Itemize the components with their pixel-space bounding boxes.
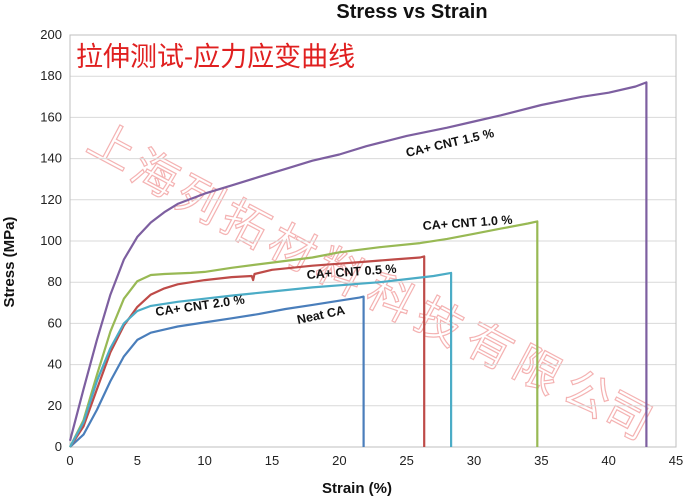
series-line-ca-cnt-0-5 — [69, 255, 426, 448]
x-axis-label: Strain (%) — [322, 480, 392, 497]
y-tick-label: 80 — [48, 274, 62, 289]
x-tick-label: 35 — [534, 453, 548, 468]
y-tick-label: 40 — [48, 357, 62, 372]
series-line-ca-cnt-1-0 — [69, 220, 539, 448]
x-tick-label: 10 — [197, 453, 211, 468]
x-tick-label: 5 — [134, 453, 141, 468]
y-tick-label: 60 — [48, 315, 62, 330]
y-tick-label: 20 — [48, 398, 62, 413]
x-tick-label: 20 — [332, 453, 346, 468]
y-tick-label: 120 — [40, 192, 62, 207]
chinese-annotation: 拉伸测试-应力应变曲线 — [76, 42, 355, 73]
series-label: CA+ CNT 2.0 % — [154, 293, 245, 319]
series-line-ca-cnt-2-0 — [69, 271, 453, 448]
series-label: CA+ CNT 1.0 % — [422, 213, 513, 233]
y-axis-label: Stress (MPa) — [1, 217, 18, 308]
y-tick-label: 100 — [40, 233, 62, 248]
plot-area — [69, 34, 677, 448]
y-tick-label: 200 — [40, 27, 62, 42]
y-tick-label: 140 — [40, 151, 62, 166]
y-tick-label: 0 — [55, 439, 62, 454]
x-tick-label: 0 — [66, 453, 73, 468]
x-tick-label: 30 — [467, 453, 481, 468]
axis-ticks: 0 5 10 15 20 25 30 35 40 45 0 20 40 60 80 100 120 140 160 1… — [40, 27, 683, 468]
chart-title: Stress vs Strain — [336, 1, 487, 23]
series-label: CA+ CNT 0.5 % — [306, 262, 397, 282]
y-tick-label: 180 — [40, 68, 62, 83]
x-tick-label: 15 — [265, 453, 279, 468]
series-line-ca-cnt-1-5 — [68, 81, 648, 447]
series-label: CA+ CNT 1.5 % — [405, 126, 496, 160]
x-tick-label: 40 — [601, 453, 615, 468]
series-lines — [68, 81, 648, 448]
y-tick-label: 160 — [40, 109, 62, 124]
series-line-neat-ca — [69, 295, 365, 448]
x-tick-label: 25 — [399, 453, 413, 468]
x-tick-label: 45 — [669, 453, 683, 468]
